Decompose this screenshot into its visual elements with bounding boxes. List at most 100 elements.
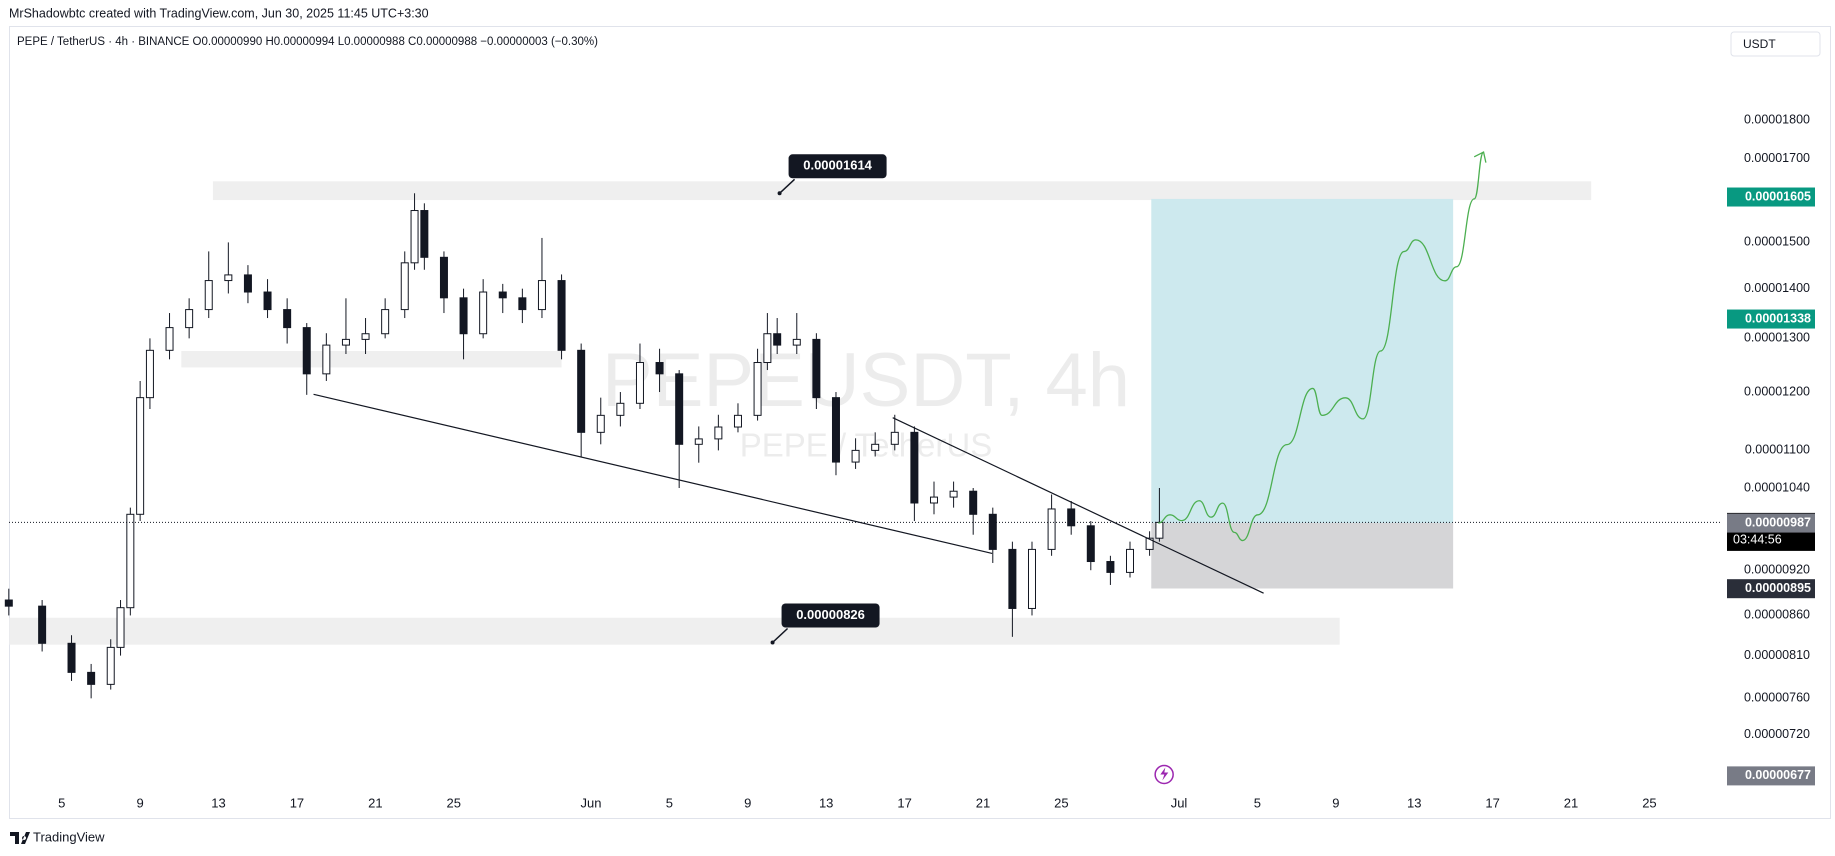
candle-body (283, 309, 292, 329)
watermark-subtitle: PEPE / TetherUS (740, 427, 993, 464)
x-tick-label: 9 (137, 795, 144, 810)
candle-body (675, 373, 684, 445)
target-zone (1151, 198, 1454, 523)
y-tick-label: 0.00001800 (1744, 112, 1810, 126)
x-tick-label: 21 (368, 795, 382, 810)
candle-body (87, 671, 96, 685)
candle-body (459, 297, 468, 335)
candle-body (1106, 561, 1115, 573)
x-tick-label: 9 (744, 795, 751, 810)
candle-body (322, 344, 331, 375)
x-tick-label: 5 (58, 795, 65, 810)
price-label: 0.00000895 (1745, 581, 1811, 595)
candle-body (410, 210, 419, 264)
x-tick-label: 25 (447, 795, 461, 810)
candle-body (929, 496, 938, 504)
range-zone (181, 351, 562, 368)
candle-body (577, 349, 586, 433)
price-countdown: 03:44:56 (1733, 533, 1782, 547)
candle-body (1027, 548, 1036, 609)
candle-body (949, 490, 958, 498)
price-label: 0.00000987 (1745, 515, 1811, 529)
candle-body (890, 431, 899, 445)
y-tick-label: 0.00001300 (1744, 331, 1810, 345)
candle-body (635, 362, 644, 404)
stop-zone (1151, 522, 1454, 589)
candle-body (224, 274, 233, 282)
candle-body (185, 309, 194, 329)
candle-body (38, 605, 47, 644)
candle-body (871, 443, 880, 451)
trendline (892, 417, 1264, 594)
resistance-zone (212, 181, 1592, 201)
y-tick-label: 0.00000720 (1744, 727, 1810, 741)
x-tick-label: 5 (1254, 795, 1261, 810)
trendline (313, 393, 993, 554)
candle-body (753, 362, 762, 416)
x-tick-label: Jun (580, 795, 601, 810)
candle-body (381, 309, 390, 335)
price-label-box (1727, 513, 1815, 533)
event-bolt (1160, 767, 1169, 781)
candle-body (420, 210, 429, 258)
y-tick-label: 0.00001500 (1744, 235, 1810, 249)
candle-body (596, 414, 605, 433)
price-label: 0.00001605 (1745, 189, 1811, 203)
currency-button[interactable] (1730, 31, 1821, 57)
candle-body (361, 333, 370, 340)
watermark-title: PEPEUSDT, 4h (602, 338, 1130, 423)
candle-body (1047, 508, 1056, 550)
candle-body (988, 513, 997, 550)
price-label: 0.00001338 (1745, 311, 1811, 325)
callout-label: 0.00001614 (803, 158, 872, 173)
projection-arrow (1473, 151, 1487, 163)
x-tick-label: 13 (819, 795, 833, 810)
candle-body (165, 327, 174, 351)
price-label-box (1727, 187, 1815, 207)
candle-body (243, 274, 252, 293)
x-tick-label: Jul (1171, 795, 1188, 810)
candle-body (145, 349, 154, 399)
x-tick-label: 21 (1564, 795, 1578, 810)
candle-body (969, 490, 978, 515)
candle-body (1155, 521, 1164, 539)
candle-body (1067, 508, 1076, 527)
brand: TradingView (33, 829, 105, 844)
callout-box (788, 154, 887, 179)
candle-body (694, 438, 703, 445)
candle-body (498, 291, 507, 299)
x-tick-label: 25 (1642, 795, 1656, 810)
callout-pointer (772, 627, 789, 644)
support-zone (9, 617, 1340, 645)
y-tick-label: 0.00000920 (1744, 563, 1810, 577)
candle-body (851, 449, 860, 463)
candle-body (302, 327, 311, 375)
candle-body (1126, 548, 1134, 573)
x-tick-label: 5 (666, 795, 673, 810)
candle-body (831, 397, 840, 463)
x-tick-label: 17 (897, 795, 911, 810)
symbol-legend: PEPE / TetherUS · 4h · BINANCE O0.000009… (17, 36, 598, 48)
candles (4, 193, 1164, 699)
candle-body (106, 646, 115, 685)
x-tick-label: 17 (290, 795, 304, 810)
footer: TradingView (10, 829, 105, 844)
candle-body (557, 280, 566, 351)
candle-body (537, 280, 546, 311)
candle-body (4, 599, 13, 607)
callout-label: 0.00000826 (796, 607, 865, 622)
candle-body (616, 402, 625, 416)
candle-body (792, 338, 801, 346)
candle-body (126, 513, 135, 609)
candle-body (67, 642, 76, 673)
x-tick-label: 13 (211, 795, 225, 810)
candle-body (341, 338, 350, 346)
x-tick-label: 17 (1485, 795, 1499, 810)
candle-body (910, 431, 919, 504)
candle-body (116, 607, 125, 648)
x-tick-label: 13 (1407, 795, 1421, 810)
candle-body (263, 291, 272, 311)
event-icon (1154, 764, 1174, 785)
